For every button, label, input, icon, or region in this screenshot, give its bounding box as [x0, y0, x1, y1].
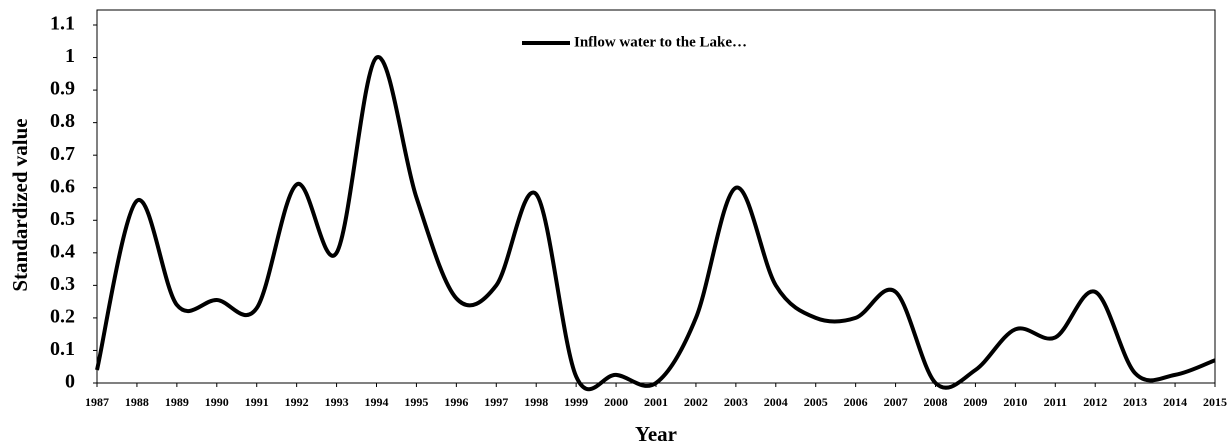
- x-tick-label: 2006: [844, 395, 868, 409]
- y-tick-label: 0.7: [50, 143, 75, 165]
- x-tick-label: 2004: [764, 395, 788, 409]
- x-tick-label: 1995: [404, 395, 428, 409]
- x-tick-label: 2011: [1044, 395, 1067, 409]
- y-tick-label: 0.8: [50, 110, 75, 132]
- x-tick-label: 1988: [125, 395, 149, 409]
- y-tick-label: 0.5: [50, 208, 75, 230]
- x-tick-label: 1997: [484, 395, 508, 409]
- x-tick-label: 2010: [1003, 395, 1027, 409]
- y-tick-label: 0.6: [50, 175, 75, 197]
- x-tick-label: 2002: [684, 395, 708, 409]
- x-tick-label: 2012: [1083, 395, 1107, 409]
- x-axis-title: Year: [635, 422, 677, 446]
- x-tick-label: 2015: [1203, 395, 1227, 409]
- y-tick-label: 1: [65, 45, 75, 67]
- legend-label: Inflow water to the Lake…: [574, 34, 747, 50]
- y-tick-label: 0.4: [50, 240, 75, 262]
- x-tick-label: 1999: [564, 395, 588, 409]
- x-tick-label: 1998: [524, 395, 548, 409]
- y-tick-label: 0.3: [50, 273, 75, 295]
- x-tick-label: 1990: [205, 395, 229, 409]
- x-tick-label: 2014: [1163, 395, 1187, 409]
- x-tick-label: 2001: [644, 395, 668, 409]
- plot-frame: [96, 9, 1216, 384]
- x-tick-label: 1996: [444, 395, 468, 409]
- line-series: [95, 55, 1216, 392]
- y-axis-title: Standardized value: [8, 118, 32, 291]
- y-tick-label: 0.1: [50, 338, 75, 360]
- x-tick-label: 1994: [365, 395, 389, 409]
- x-tick-label: 1991: [245, 395, 269, 409]
- y-tick-label: 1.1: [50, 13, 75, 35]
- x-tick-label: 2005: [804, 395, 828, 409]
- x-tick-label: 2013: [1123, 395, 1147, 409]
- x-tick-label: 2008: [924, 395, 948, 409]
- x-tick-label: 2000: [604, 395, 628, 409]
- y-tick-label: 0.2: [50, 306, 75, 328]
- x-tick-label: 2007: [884, 395, 908, 409]
- y-tick-label: 0: [65, 371, 75, 393]
- x-tick-label: 1993: [325, 395, 349, 409]
- x-tick-label: 1989: [165, 395, 189, 409]
- x-tick-label: 1992: [285, 395, 309, 409]
- x-tick-label: 2009: [963, 395, 987, 409]
- y-tick-label: 0.9: [50, 78, 75, 100]
- x-tick-label: 1987: [85, 395, 109, 409]
- x-tick-label: 2003: [724, 395, 748, 409]
